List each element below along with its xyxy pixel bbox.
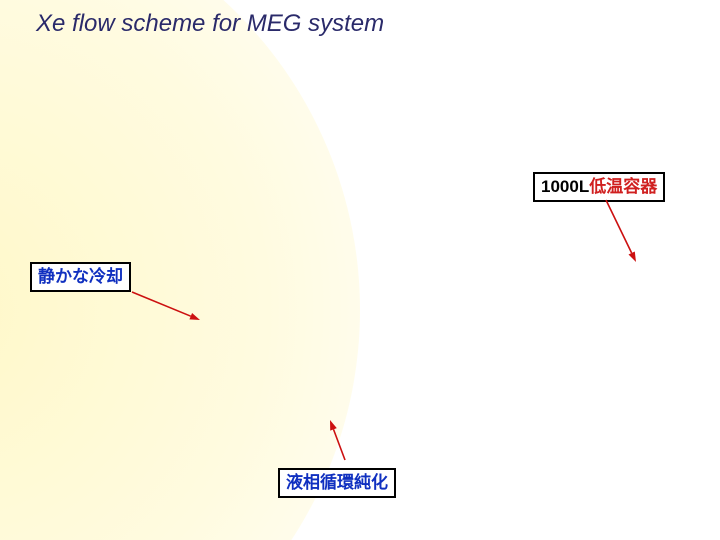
label-liquid-purification: 液相循環純化 [278,468,396,498]
page-title: Xe flow scheme for MEG system [36,10,384,38]
arrow-from-liquid [318,408,357,472]
label-quiet-cooling: 静かな冷却 [30,262,131,292]
diagram-stage: Xe flow scheme for MEG system 1000L低温容器 … [0,0,720,540]
arrow-from-cooling [120,280,212,332]
arrow-from-cryostat [594,188,648,274]
label-cryostat-prefix: 1000L [541,177,589,196]
